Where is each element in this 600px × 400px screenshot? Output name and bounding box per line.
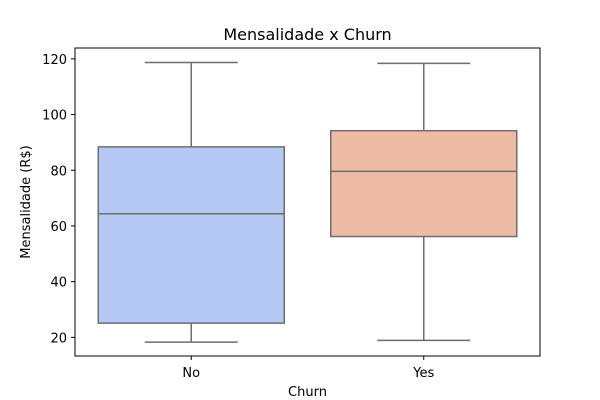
box-body-yes [330, 129, 518, 238]
y-tick-label-80: 80 [50, 164, 67, 179]
x-tick-label-no: No [182, 366, 200, 381]
box-yes [330, 62, 518, 342]
x-axis-label: Churn [288, 385, 327, 400]
plot-frame [74, 47, 541, 357]
y-tick-label-40: 40 [50, 276, 67, 291]
chart-title: Mensalidade x Churn [223, 25, 391, 44]
y-axis-label: Mensalidade (R$) [19, 145, 34, 258]
x-tick-label-yes: Yes [412, 366, 434, 381]
y-tick-label-20: 20 [50, 331, 67, 346]
box-no [97, 61, 285, 343]
box-body-no [97, 146, 285, 324]
y-tick-label-60: 60 [50, 220, 67, 235]
plot-area [97, 61, 518, 343]
y-tick-label-120: 120 [42, 53, 67, 68]
y-tick-label-100: 100 [42, 109, 67, 124]
